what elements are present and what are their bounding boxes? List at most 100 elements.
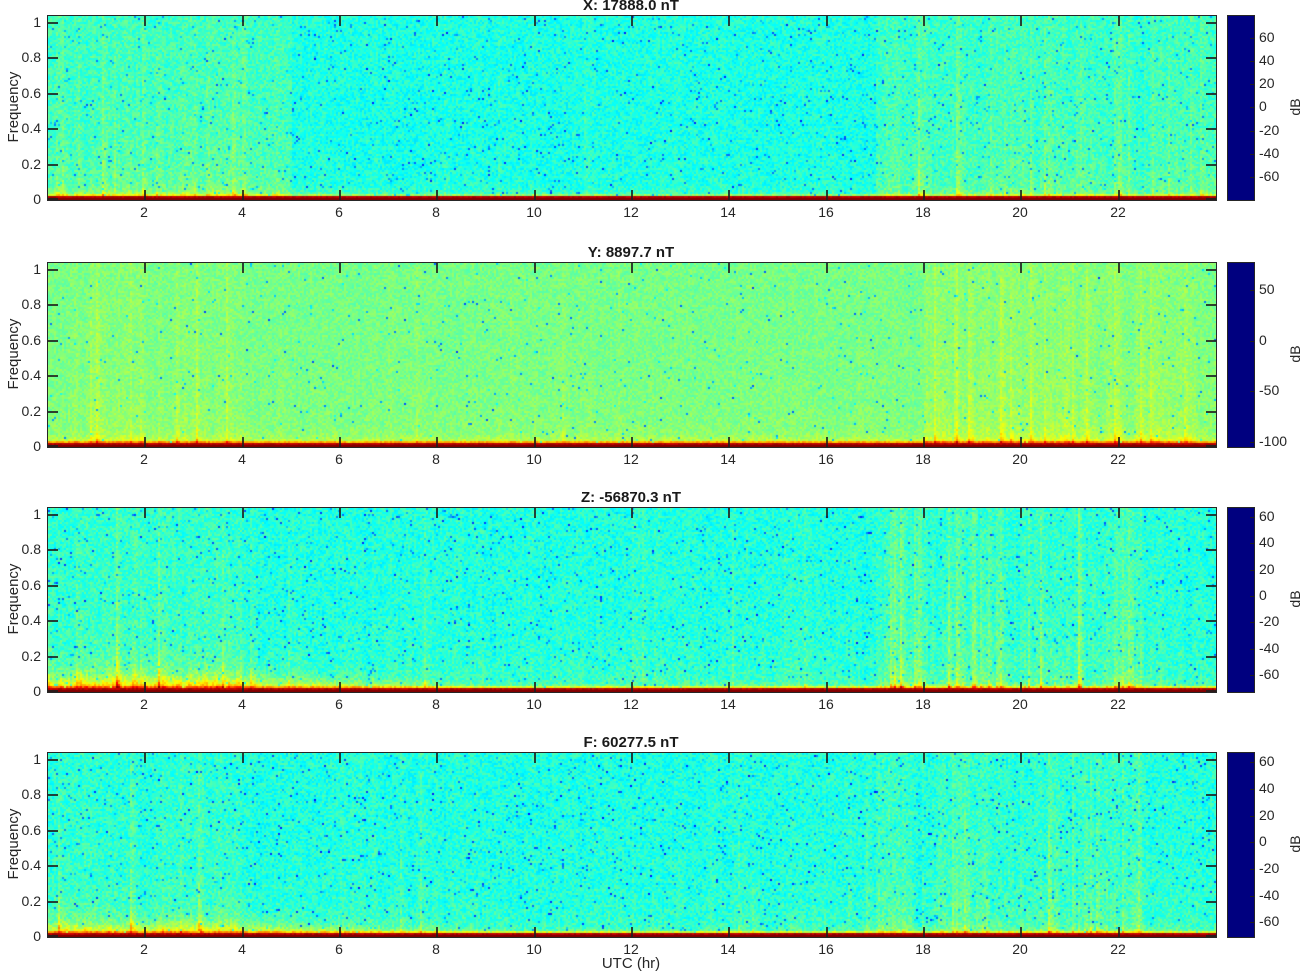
spectrogram-canvas-z <box>48 508 1216 692</box>
y-tick-label: 0 <box>33 438 41 454</box>
y-tick-label: 0.2 <box>21 648 41 664</box>
x-tick-label: 4 <box>238 204 246 220</box>
panel-z: Z: -56870.3 nT Frequency 0 0.2 0.4 0.6 0.8 1 … <box>0 490 1305 713</box>
x-tick-mark-bottom <box>923 927 925 937</box>
colorbar-tick-label: -40 <box>1259 640 1280 656</box>
x-tick-mark-top <box>1020 753 1022 763</box>
x-tick-mark-top <box>534 16 536 26</box>
y-tick-mark-right <box>1206 375 1216 377</box>
y-tick-label: 0.2 <box>21 156 41 172</box>
colorbar-tick-mark <box>1250 290 1254 291</box>
x-tick-mark-top <box>631 508 633 518</box>
y-tick-mark-left <box>48 585 58 587</box>
colorbar-tick-label: -50 <box>1259 382 1280 398</box>
x-tick-mark-bottom <box>631 682 633 692</box>
y-tick-label: 0.4 <box>21 612 41 628</box>
x-tick-mark-bottom <box>826 190 828 200</box>
colorbar-f <box>1227 752 1255 938</box>
y-tick-label: 0 <box>33 683 41 699</box>
x-tick-mark-bottom <box>923 190 925 200</box>
x-tick-label: 22 <box>1110 696 1126 712</box>
x-tick-label: 18 <box>915 204 931 220</box>
panel-title-y: Y: 8897.7 nT <box>587 244 675 261</box>
y-tick-label: 1 <box>33 14 41 30</box>
y-tick-mark-left <box>48 759 58 761</box>
colorbar-tick-label: 0 <box>1259 98 1267 114</box>
x-tick-mark-top <box>144 508 146 518</box>
colorbar-tick-label: 60 <box>1259 753 1275 769</box>
y-tick-mark-left <box>48 690 58 692</box>
spectrogram-plot-z <box>47 507 1217 693</box>
colorbar-tick-label: 60 <box>1259 29 1275 45</box>
x-tick-label: 10 <box>526 204 542 220</box>
x-tick-mark-bottom <box>436 682 438 692</box>
x-tick-mark-bottom <box>242 190 244 200</box>
x-tick-mark-bottom <box>534 682 536 692</box>
x-tick-mark-top <box>1118 263 1120 273</box>
x-tick-mark-top <box>144 16 146 26</box>
x-tick-mark-top <box>826 753 828 763</box>
y-tick-mark-right <box>1206 93 1216 95</box>
colorbar-tick-mark <box>1250 107 1254 108</box>
x-tick-label: 16 <box>818 204 834 220</box>
x-tick-mark-bottom <box>242 437 244 447</box>
x-tick-label: 6 <box>335 941 343 957</box>
x-tick-mark-top <box>923 753 925 763</box>
colorbar-tick-mark <box>1250 570 1254 571</box>
x-tick-mark-top <box>826 16 828 26</box>
y-tick-mark-left <box>48 445 58 447</box>
y-tick-mark-left <box>48 549 58 551</box>
y-tick-label: 0.8 <box>21 49 41 65</box>
x-tick-mark-bottom <box>436 437 438 447</box>
x-tick-mark-top <box>728 508 730 518</box>
x-tick-mark-top <box>242 508 244 518</box>
x-tick-mark-bottom <box>1020 682 1022 692</box>
x-tick-label: 20 <box>1012 941 1028 957</box>
y-tick-label: 0.6 <box>21 822 41 838</box>
y-tick-mark-left <box>48 128 58 130</box>
colorbar-tick-mark <box>1250 789 1254 790</box>
y-tick-mark-left <box>48 514 58 516</box>
y-tick-mark-right <box>1206 794 1216 796</box>
spectrogram-canvas-f <box>48 753 1216 937</box>
y-tick-label: 0.8 <box>21 541 41 557</box>
colorbar-tick-mark <box>1250 762 1254 763</box>
colorbar-tick-mark <box>1250 442 1254 443</box>
x-tick-mark-top <box>339 753 341 763</box>
x-tick-mark-bottom <box>826 682 828 692</box>
colorbar-tick-mark <box>1250 154 1254 155</box>
colorbar-tick-mark <box>1250 842 1254 843</box>
x-tick-mark-top <box>534 508 536 518</box>
colorbar-z <box>1227 507 1255 693</box>
x-tick-mark-bottom <box>339 437 341 447</box>
y-tick-mark-right <box>1206 164 1216 166</box>
colorbar-y <box>1227 262 1255 448</box>
x-tick-mark-top <box>923 263 925 273</box>
colorbar-tick-label: 60 <box>1259 508 1275 524</box>
x-tick-label: 8 <box>432 696 440 712</box>
x-tick-label: 8 <box>432 451 440 467</box>
colorbar-tick-mark <box>1250 869 1254 870</box>
x-tick-label: 14 <box>720 696 736 712</box>
x-tick-label: 18 <box>915 696 931 712</box>
y-tick-label: 0.4 <box>21 120 41 136</box>
x-tick-mark-top <box>1020 508 1022 518</box>
x-tick-label: 12 <box>623 696 639 712</box>
colorbar-tick-mark <box>1250 84 1254 85</box>
y-tick-mark-left <box>48 198 58 200</box>
colorbar-tick-mark <box>1250 816 1254 817</box>
x-tick-mark-bottom <box>631 190 633 200</box>
y-tick-mark-right <box>1206 865 1216 867</box>
x-tick-mark-top <box>534 263 536 273</box>
y-tick-mark-right <box>1206 690 1216 692</box>
x-tick-mark-top <box>1118 508 1120 518</box>
x-tick-mark-bottom <box>242 682 244 692</box>
x-tick-mark-bottom <box>339 190 341 200</box>
colorbar-tick-label: 0 <box>1259 332 1267 348</box>
x-tick-mark-bottom <box>436 190 438 200</box>
y-tick-mark-left <box>48 57 58 59</box>
x-tick-mark-bottom <box>534 190 536 200</box>
colorbar-tick-label: -40 <box>1259 145 1280 161</box>
x-tick-mark-top <box>242 263 244 273</box>
